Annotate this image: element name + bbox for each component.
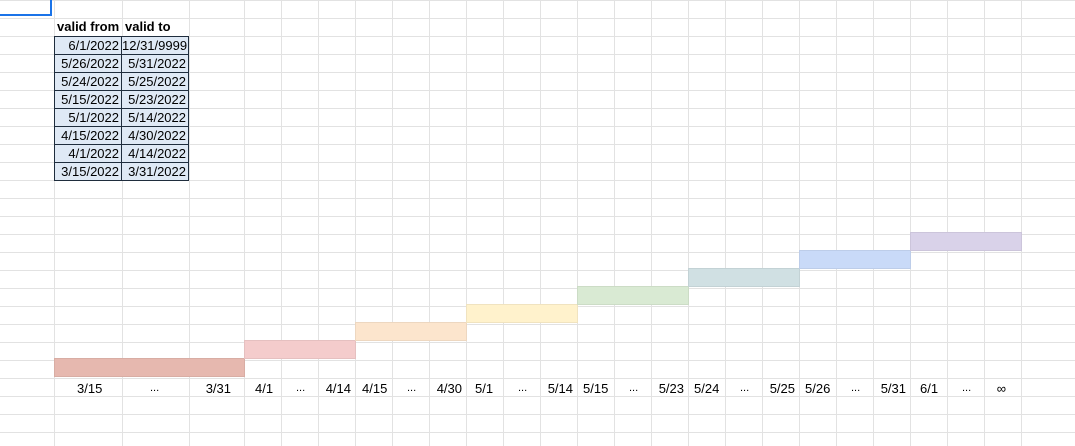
- axis-label-start: 4/1: [255, 381, 274, 396]
- table-cell[interactable]: 4/30/2022: [122, 127, 189, 145]
- axis-label-ellipsis: ...: [150, 382, 160, 394]
- axis-label-start: 3/15: [77, 381, 103, 396]
- table-cell[interactable]: 5/31/2022: [122, 55, 189, 73]
- axis-label-ellipsis: ...: [296, 382, 306, 394]
- axis-label-start: 5/24: [694, 381, 720, 396]
- table-cell[interactable]: 12/31/9999: [122, 37, 189, 55]
- axis-label-ellipsis: ...: [629, 382, 639, 394]
- selected-cell[interactable]: [0, 0, 52, 16]
- axis-label-start: 5/1: [475, 381, 494, 396]
- timeline-bar: [244, 340, 356, 359]
- table-cell[interactable]: 4/1/2022: [55, 145, 122, 163]
- table-cell[interactable]: 5/23/2022: [122, 91, 189, 109]
- timeline-bar: [799, 250, 911, 269]
- timeline-bar: [688, 268, 800, 287]
- axis-label-start: 5/26: [805, 381, 831, 396]
- axis-label-end: 4/14: [325, 381, 351, 396]
- table-header[interactable]: valid from: [57, 19, 120, 34]
- table-header[interactable]: valid to: [125, 19, 171, 34]
- timeline-bar: [910, 232, 1022, 251]
- axis-label-start: 5/15: [583, 381, 609, 396]
- timeline-bar: [577, 286, 689, 305]
- table-cell[interactable]: 5/24/2022: [55, 73, 122, 91]
- table-cell[interactable]: 5/25/2022: [122, 73, 189, 91]
- table-cell[interactable]: 4/14/2022: [122, 145, 189, 163]
- table-cell[interactable]: 4/15/2022: [55, 127, 122, 145]
- axis-label-start: 6/1: [920, 381, 939, 396]
- axis-label-end: 5/31: [880, 381, 906, 396]
- axis-label-end: 5/14: [547, 381, 573, 396]
- table-cell[interactable]: 3/31/2022: [122, 163, 189, 181]
- table-cell[interactable]: 3/15/2022: [55, 163, 122, 181]
- axis-label-end: 3/31: [205, 381, 231, 396]
- axis-label-ellipsis: ...: [518, 382, 528, 394]
- axis-label-end: 5/25: [769, 381, 795, 396]
- timeline-bar: [355, 322, 467, 341]
- axis-label-ellipsis: ...: [740, 382, 750, 394]
- timeline-bar: [466, 304, 578, 323]
- timeline-bar: [54, 358, 245, 377]
- axis-label-end: 5/23: [658, 381, 684, 396]
- axis-label-start: 4/15: [362, 381, 388, 396]
- axis-label-ellipsis: ...: [851, 382, 861, 394]
- table-border: [54, 36, 189, 181]
- axis-label-ellipsis: ...: [407, 382, 417, 394]
- table-cell[interactable]: 5/14/2022: [122, 109, 189, 127]
- table-cell[interactable]: 6/1/2022: [55, 37, 122, 55]
- table-cell[interactable]: 5/1/2022: [55, 109, 122, 127]
- axis-label-ellipsis: ...: [962, 382, 972, 394]
- axis-label-end: ∞: [996, 381, 1006, 396]
- table-cell[interactable]: 5/15/2022: [55, 91, 122, 109]
- axis-label-end: 4/30: [436, 381, 462, 396]
- table-cell[interactable]: 5/26/2022: [55, 55, 122, 73]
